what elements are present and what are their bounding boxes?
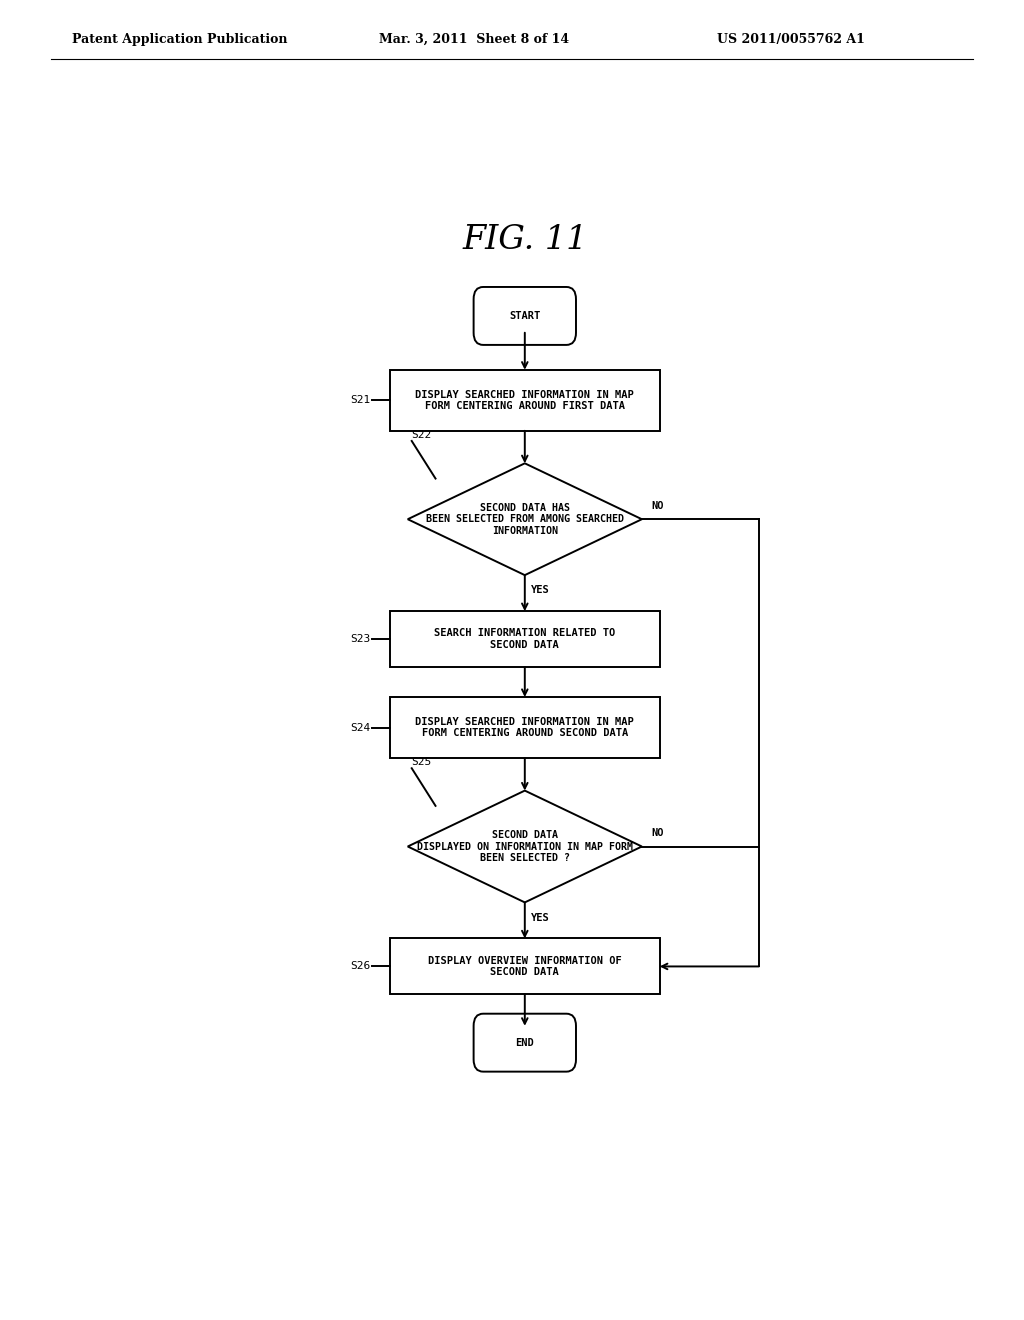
Text: NO: NO bbox=[651, 829, 664, 838]
Text: S21: S21 bbox=[350, 395, 370, 405]
Text: SECOND DATA
DISPLAYED ON INFORMATION IN MAP FORM
BEEN SELECTED ?: SECOND DATA DISPLAYED ON INFORMATION IN … bbox=[417, 830, 633, 863]
Text: START: START bbox=[509, 312, 541, 321]
Text: S24: S24 bbox=[350, 722, 370, 733]
Text: S22: S22 bbox=[412, 430, 432, 440]
Text: S26: S26 bbox=[350, 961, 370, 972]
Text: Patent Application Publication: Patent Application Publication bbox=[72, 33, 287, 46]
Text: S25: S25 bbox=[412, 758, 432, 767]
Bar bbox=[390, 611, 659, 667]
Text: FIG. 11: FIG. 11 bbox=[462, 223, 588, 256]
Text: DISPLAY OVERVIEW INFORMATION OF
SECOND DATA: DISPLAY OVERVIEW INFORMATION OF SECOND D… bbox=[428, 956, 622, 977]
Polygon shape bbox=[408, 791, 642, 903]
FancyBboxPatch shape bbox=[474, 1014, 575, 1072]
Bar bbox=[390, 939, 659, 994]
Text: DISPLAY SEARCHED INFORMATION IN MAP
FORM CENTERING AROUND SECOND DATA: DISPLAY SEARCHED INFORMATION IN MAP FORM… bbox=[416, 717, 634, 738]
Text: SEARCH INFORMATION RELATED TO
SECOND DATA: SEARCH INFORMATION RELATED TO SECOND DAT… bbox=[434, 628, 615, 649]
Text: Mar. 3, 2011  Sheet 8 of 14: Mar. 3, 2011 Sheet 8 of 14 bbox=[379, 33, 569, 46]
Text: SECOND DATA HAS
BEEN SELECTED FROM AMONG SEARCHED
INFORMATION: SECOND DATA HAS BEEN SELECTED FROM AMONG… bbox=[426, 503, 624, 536]
Text: END: END bbox=[515, 1038, 535, 1048]
Text: S23: S23 bbox=[350, 634, 370, 644]
Bar bbox=[390, 697, 659, 758]
Text: NO: NO bbox=[651, 502, 664, 511]
Text: DISPLAY SEARCHED INFORMATION IN MAP
FORM CENTERING AROUND FIRST DATA: DISPLAY SEARCHED INFORMATION IN MAP FORM… bbox=[416, 389, 634, 411]
Text: US 2011/0055762 A1: US 2011/0055762 A1 bbox=[717, 33, 864, 46]
Polygon shape bbox=[408, 463, 642, 576]
Text: YES: YES bbox=[531, 585, 550, 595]
Text: YES: YES bbox=[531, 912, 550, 923]
FancyBboxPatch shape bbox=[474, 286, 575, 345]
Bar bbox=[390, 370, 659, 430]
